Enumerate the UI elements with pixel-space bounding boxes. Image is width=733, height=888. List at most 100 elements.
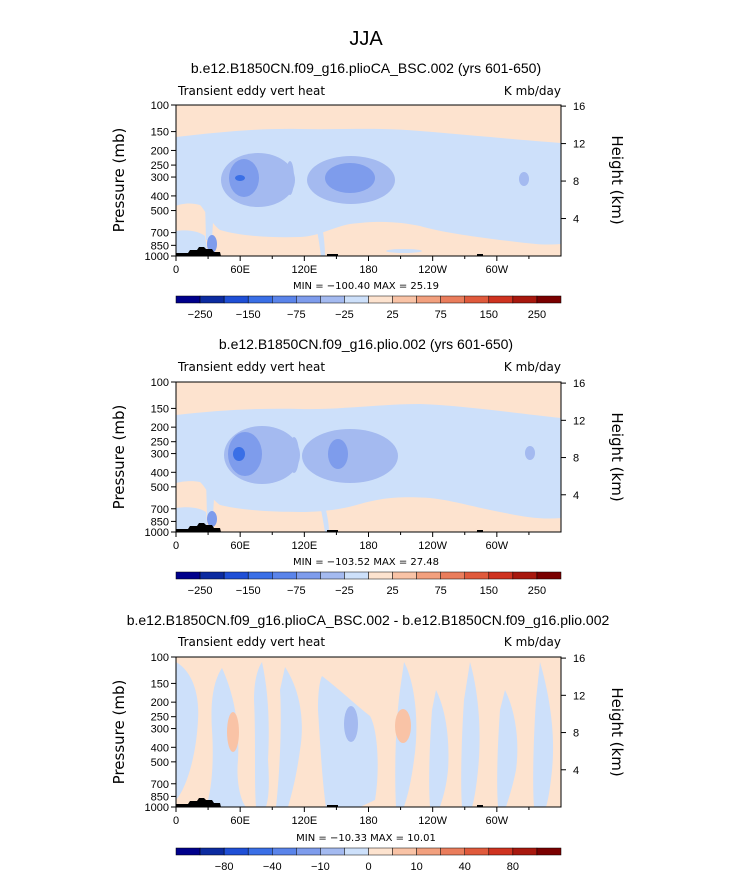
colorbar-swatch bbox=[175, 571, 201, 580]
height-tick-label: 12 bbox=[573, 415, 585, 427]
panel-2-title: b.e12.B1850CN.f09_g16.plio.002 (yrs 601-… bbox=[219, 336, 513, 352]
height-tick-label: 8 bbox=[573, 728, 579, 740]
longitude-tick-label: 120E bbox=[291, 815, 317, 827]
colorbar-swatch bbox=[272, 847, 297, 856]
pressure-tick-label: 400 bbox=[151, 742, 169, 754]
height-tick-label: 16 bbox=[573, 653, 585, 665]
longitude-tick-label: 60W bbox=[486, 815, 509, 827]
panel-3-colorbar: −80 −40 −10 0 10 40 80 bbox=[175, 847, 562, 873]
colorbar-label: −10 bbox=[311, 861, 330, 873]
colorbar-label: 80 bbox=[507, 861, 519, 873]
panel-1-topography bbox=[176, 247, 483, 256]
longitude-tick-label: 0 bbox=[173, 815, 179, 827]
pressure-tick-label: 150 bbox=[151, 403, 169, 415]
colorbar-label: −150 bbox=[236, 585, 261, 597]
longitude-tick-label: 0 bbox=[173, 264, 179, 276]
pressure-tick-label: 1000 bbox=[145, 251, 169, 263]
pressure-tick-label: 200 bbox=[151, 422, 169, 434]
colorbar-swatch bbox=[175, 295, 201, 304]
longitude-tick-label: 120W bbox=[418, 540, 447, 552]
colorbar-label: −150 bbox=[236, 309, 261, 321]
pressure-tick-label: 850 bbox=[151, 240, 169, 252]
colorbar-swatch bbox=[416, 571, 441, 580]
pressure-tick-label: 500 bbox=[151, 757, 169, 769]
panel-3: b.e12.B1850CN.f09_g16.plioCA_BSC.002 - b… bbox=[110, 612, 626, 873]
panel-1-region-lightblue-thin bbox=[316, 225, 325, 256]
colorbar-label: 40 bbox=[459, 861, 471, 873]
colorbar-label: −25 bbox=[335, 309, 354, 321]
colorbar-label: 250 bbox=[528, 309, 546, 321]
colorbar-swatch bbox=[199, 571, 225, 580]
colorbar-label: 75 bbox=[435, 309, 447, 321]
longitude-tick-label: 60W bbox=[486, 540, 509, 552]
colorbar-label: −75 bbox=[287, 585, 306, 597]
panel-3-region-blue-e bbox=[318, 676, 378, 807]
colorbar-swatch bbox=[344, 847, 369, 856]
colorbar-label: −25 bbox=[335, 585, 354, 597]
panel-2-region-lightblue-col bbox=[206, 469, 215, 516]
colorbar-swatch bbox=[512, 847, 538, 856]
pressure-tick-label: 850 bbox=[151, 791, 169, 803]
pressure-tick-label: 300 bbox=[151, 449, 169, 461]
pressure-tick-label: 250 bbox=[151, 160, 169, 172]
colorbar-swatch bbox=[488, 847, 514, 856]
panel-2-ylabel-right: Height (km) bbox=[608, 412, 626, 501]
pressure-tick-label: 400 bbox=[151, 191, 169, 203]
panel-2-contour-field bbox=[176, 382, 561, 532]
colorbar-label: 150 bbox=[480, 309, 498, 321]
pressure-tick-label: 100 bbox=[151, 100, 169, 112]
colorbar-swatch bbox=[199, 847, 225, 856]
panel-2-region-blue-b bbox=[302, 429, 398, 483]
colorbar-swatch bbox=[272, 295, 297, 304]
height-tick-label: 12 bbox=[573, 139, 585, 151]
colorbar-label: 250 bbox=[528, 585, 546, 597]
colorbar-swatch bbox=[175, 847, 201, 856]
longitude-tick-label: 60E bbox=[230, 264, 250, 276]
colorbar-swatch bbox=[464, 295, 490, 304]
colorbar-label: 150 bbox=[480, 585, 498, 597]
panel-2-colorbar: −250 −150 −75 −25 25 75 150 250 bbox=[175, 571, 562, 597]
height-tick-label: 16 bbox=[573, 378, 585, 390]
panel-1: b.e12.B1850CN.f09_g16.plioCA_BSC.002 (yr… bbox=[110, 60, 626, 321]
colorbar-swatch bbox=[320, 847, 345, 856]
longitude-tick-label: 120E bbox=[291, 264, 317, 276]
panel-1-region-core bbox=[235, 175, 245, 181]
colorbar-swatch bbox=[199, 295, 225, 304]
colorbar-label: 10 bbox=[411, 861, 423, 873]
panel-3-region-blue-west bbox=[176, 662, 199, 800]
height-tick-label: 8 bbox=[573, 176, 579, 188]
colorbar-swatch bbox=[440, 571, 465, 580]
panel-2-region-blue-c bbox=[289, 437, 299, 473]
panel-3-region-mid bbox=[344, 706, 358, 742]
colorbar-label: −75 bbox=[287, 309, 306, 321]
pressure-tick-label: 150 bbox=[151, 678, 169, 690]
panel-3-region-blue-j bbox=[533, 662, 554, 807]
colorbar-swatch bbox=[464, 571, 490, 580]
colorbar-swatch bbox=[464, 847, 490, 856]
colorbar-swatch bbox=[223, 571, 249, 580]
colorbar-label: −40 bbox=[263, 861, 282, 873]
colorbar-swatch bbox=[272, 571, 297, 580]
panel-2-region-mid-b bbox=[328, 439, 348, 469]
longitude-tick-label: 120W bbox=[418, 815, 447, 827]
panel-3-title: b.e12.B1850CN.f09_g16.plioCA_BSC.002 - b… bbox=[127, 612, 610, 628]
colorbar-swatch bbox=[368, 295, 393, 304]
panel-1-title: b.e12.B1850CN.f09_g16.plioCA_BSC.002 (yr… bbox=[191, 60, 541, 76]
panel-3-region-blue-h bbox=[461, 662, 480, 807]
panel-2-region-blue-east bbox=[525, 446, 535, 460]
pressure-tick-label: 100 bbox=[151, 377, 169, 389]
panel-3-region-blue-d bbox=[276, 667, 302, 807]
panel-3-ylabel: Pressure (mb) bbox=[110, 680, 128, 785]
colorbar-swatch bbox=[536, 295, 562, 304]
colorbar-swatch bbox=[512, 295, 538, 304]
panel-1-ylabel-right: Height (km) bbox=[608, 135, 626, 224]
colorbar-swatch bbox=[247, 847, 273, 856]
pressure-tick-label: 100 bbox=[151, 652, 169, 664]
panel-3-minmax: MIN = −10.33 MAX = 10.01 bbox=[296, 833, 436, 844]
colorbar-swatch bbox=[488, 571, 514, 580]
colorbar-label: 25 bbox=[386, 585, 398, 597]
panel-2-units: K mb/day bbox=[504, 360, 561, 374]
